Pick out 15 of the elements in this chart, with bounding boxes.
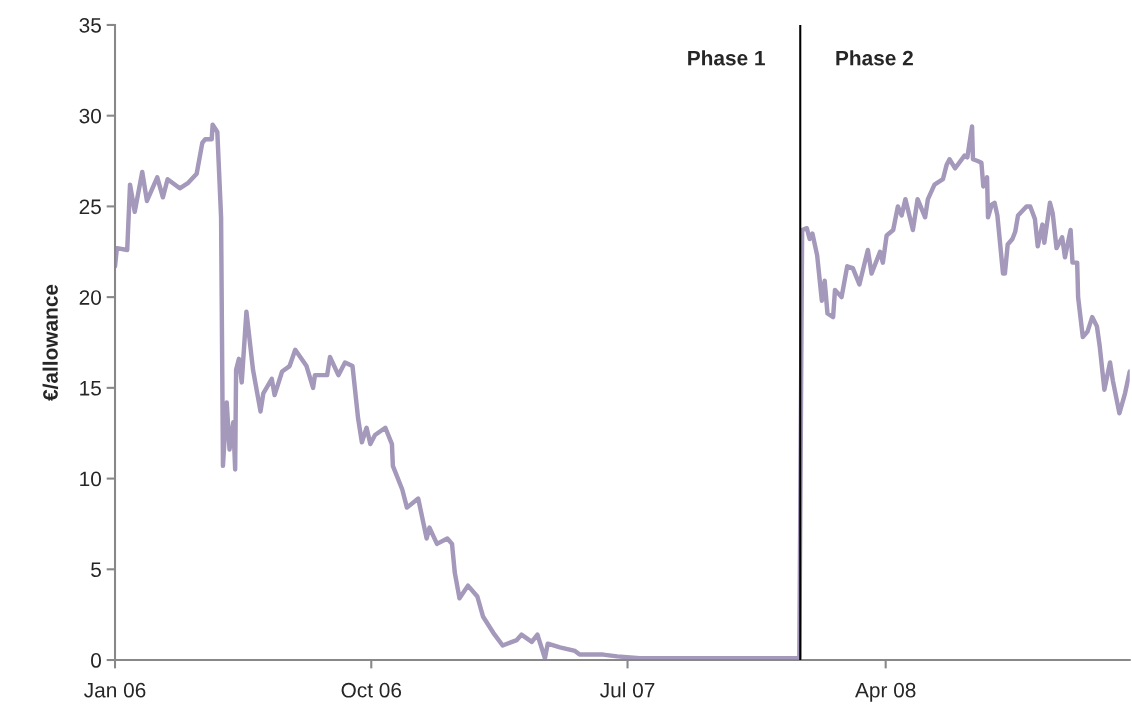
- y-tick-label: 35: [79, 17, 101, 33]
- y-tick-label: 25: [79, 199, 101, 215]
- annotation: Phase 2: [836, 50, 913, 66]
- x-tick-label: Apr 08: [855, 682, 916, 702]
- y-axis-title: €/allowance: [42, 284, 59, 401]
- x-tick-label: Jan 06: [84, 682, 146, 698]
- annotation: Phase 1: [688, 50, 765, 66]
- y-tick-label: 15: [80, 381, 101, 396]
- y-tick-label: 30: [79, 108, 101, 124]
- x-tick-label: Oct 06: [341, 682, 402, 698]
- x-tick-label: Jul 07: [600, 682, 655, 698]
- y-tick-label: 20: [79, 290, 101, 305]
- y-tick-label: 5: [91, 562, 101, 578]
- y-tick-label: 10: [80, 471, 101, 487]
- y-tick-label: 0: [91, 653, 101, 668]
